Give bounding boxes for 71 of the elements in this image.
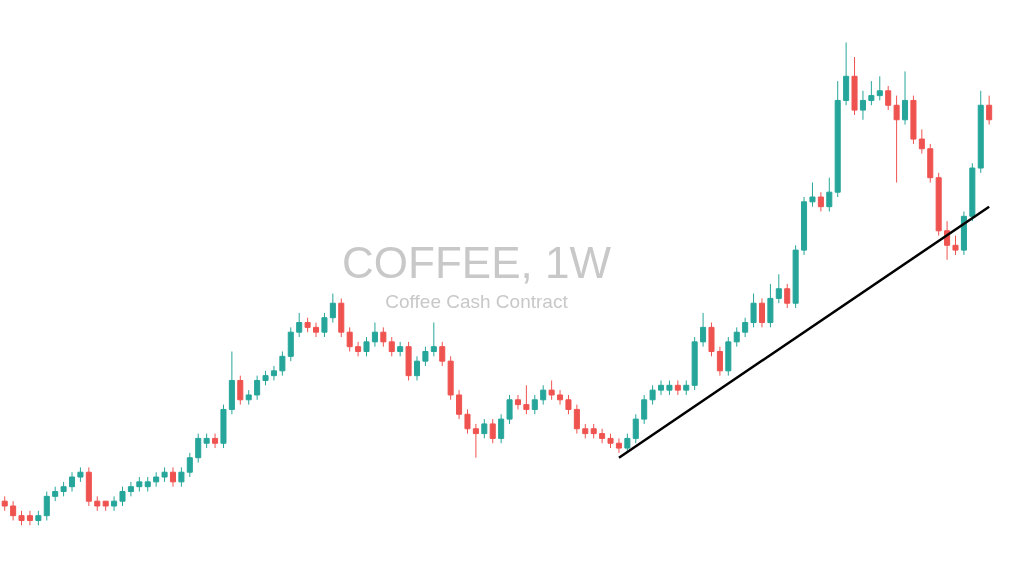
candlestick: [599, 428, 606, 444]
candlestick: [632, 413, 639, 444]
candlestick: [195, 433, 202, 464]
candlestick: [514, 394, 521, 410]
candlestick: [868, 80, 875, 106]
candlestick: [178, 466, 185, 488]
candlestick: [809, 182, 816, 208]
candlestick: [649, 384, 656, 406]
candlestick: [111, 495, 118, 512]
candlestick: [750, 293, 757, 328]
candlestick: [615, 437, 622, 454]
candlestick: [279, 351, 286, 377]
candlestick: [826, 177, 833, 212]
candlestick: [918, 128, 925, 155]
candlestick: [254, 375, 261, 401]
candlestick: [212, 433, 219, 449]
candlestick: [186, 452, 193, 478]
candlestick: [506, 394, 513, 425]
candlestick: [346, 326, 353, 353]
candlestick: [902, 70, 909, 126]
candlestick: [952, 235, 959, 256]
candlestick: [548, 379, 555, 401]
candlestick: [489, 418, 496, 444]
candlestick: [565, 394, 572, 415]
candlestick: [270, 365, 277, 381]
candlestick: [69, 471, 76, 493]
candlestick: [573, 404, 580, 435]
candlestick: [380, 326, 387, 348]
candlestick: [456, 389, 463, 420]
candlestick: [859, 90, 866, 121]
candlestick: [439, 341, 446, 367]
candlestick: [119, 486, 126, 507]
candlestick: [422, 346, 429, 367]
candlestick: [733, 326, 740, 348]
candlestick: [876, 75, 883, 101]
candlestick: [329, 293, 336, 324]
candlestick: [523, 384, 530, 415]
candlestick: [472, 423, 479, 459]
candlestick: [464, 408, 471, 435]
candlestick: [237, 375, 244, 406]
candlestick: [363, 336, 370, 357]
candlestick: [540, 384, 547, 406]
candlestick: [313, 322, 320, 338]
candlestick: [296, 312, 303, 338]
candlestick: [700, 312, 707, 348]
candlestick: [986, 95, 993, 126]
candlestick: [716, 346, 723, 377]
candlestick: [430, 322, 437, 357]
candlestick: [893, 95, 900, 184]
candlestick: [784, 283, 791, 309]
candlestick: [641, 394, 648, 425]
candlestick: [742, 317, 749, 338]
candlestick: [26, 510, 33, 526]
candlestick: [388, 336, 395, 357]
candlestick: [481, 418, 488, 439]
candlestick: [10, 500, 17, 521]
candlestick: [43, 491, 50, 521]
candlestick: [758, 297, 765, 328]
candlestick: [321, 312, 328, 338]
candlestick: [127, 481, 134, 497]
candlestick: [817, 191, 824, 212]
candlestick: [498, 413, 505, 444]
candlestick: [413, 355, 421, 381]
candlestick: [371, 322, 378, 348]
candlestick: [355, 341, 362, 357]
candlestick: [885, 85, 892, 111]
candlestick: [775, 273, 782, 304]
candlestick: [557, 389, 564, 406]
candlestick: [531, 394, 538, 415]
candlestick: [169, 466, 177, 488]
candlestick: [657, 379, 665, 396]
